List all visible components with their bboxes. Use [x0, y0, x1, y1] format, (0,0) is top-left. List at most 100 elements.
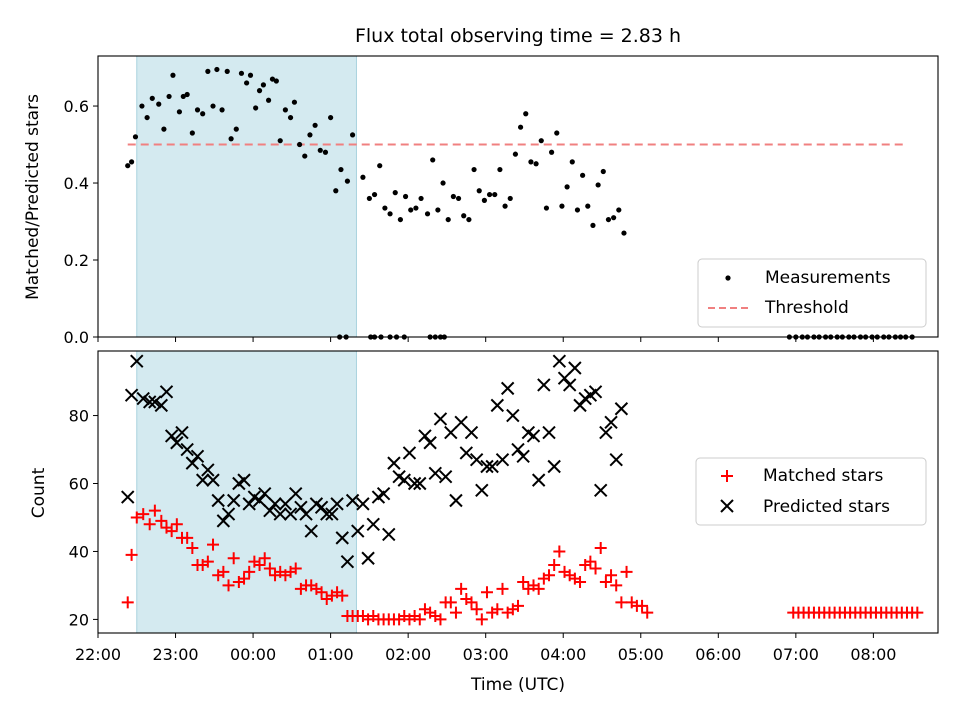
predicted-star-point: [402, 446, 417, 460]
legend-matched-label: Matched stars: [763, 466, 883, 486]
x-axis-label: Time (UTC): [470, 675, 565, 695]
predicted-star-point: [278, 497, 293, 511]
measurement-point: [466, 216, 472, 223]
matched-star-point: [449, 606, 462, 619]
top-y-tick-label: 0.0: [64, 328, 89, 347]
predicted-star-point: [588, 385, 603, 399]
measurement-point: [269, 76, 276, 82]
predicted-star-point: [573, 398, 587, 413]
measurement-point: [302, 153, 308, 159]
predicted-star-point: [485, 459, 499, 474]
x-tick-label: 23:00: [152, 645, 198, 664]
x-tick-label: 01:00: [308, 645, 354, 664]
measurement-point: [595, 182, 601, 188]
matched-star-point: [143, 518, 156, 531]
measurement-point: [139, 103, 145, 109]
predicted-star-point: [180, 442, 194, 457]
x-tick-label: 22:00: [75, 645, 121, 664]
matched-star-point: [470, 603, 483, 616]
top-legend: Measurements Threshold: [697, 258, 927, 328]
predicted-star-point: [154, 398, 169, 413]
matched-star-point: [517, 576, 530, 589]
bottom-y-tick-label: 80: [69, 407, 89, 426]
predicted-star-point: [495, 453, 510, 467]
top-panel: 0.0 0.2 0.4 0.6 Matched/Predicted stars Mea…: [23, 55, 939, 347]
predicted-star-point: [211, 493, 225, 508]
x-tick-label: 02:00: [385, 645, 431, 664]
measurement-point: [445, 216, 451, 223]
matched-star-point: [574, 576, 587, 589]
x-tick-label: 04:00: [540, 645, 586, 664]
predicted-star-point: [418, 429, 432, 443]
measurement-point: [224, 68, 230, 74]
measurement-point: [471, 166, 477, 173]
legend-measurements-marker: [725, 275, 731, 281]
predicted-star-point: [387, 456, 401, 470]
predicted-star-point: [237, 473, 251, 487]
measurement-point: [616, 207, 622, 213]
predicted-star-point: [397, 473, 411, 487]
measurement-point: [543, 205, 550, 211]
measurement-point: [129, 159, 135, 165]
matched-star-point: [181, 531, 194, 544]
measurement-point: [605, 216, 612, 223]
measurement-point: [366, 195, 372, 202]
predicted-star-point: [542, 425, 556, 440]
matched-star-point: [548, 559, 561, 572]
measurement-point: [149, 95, 155, 101]
predicted-star-point: [490, 398, 505, 413]
matched-star-point: [512, 599, 524, 612]
predicted-star-point: [594, 483, 608, 498]
predicted-star-point: [423, 436, 437, 450]
measurement-point: [476, 188, 482, 194]
predicted-star-point: [480, 459, 494, 474]
measurement-point: [611, 215, 617, 221]
predicted-star-point: [361, 551, 375, 565]
matched-star-point: [130, 511, 143, 524]
predicted-star-point: [526, 429, 541, 443]
measurement-point: [125, 163, 131, 169]
legend-matched-marker: [721, 470, 733, 482]
measurement-point: [328, 114, 334, 121]
predicted-star-point: [407, 476, 422, 491]
bottom-y-ticks: 20 40 60 80: [69, 407, 98, 629]
matched-star-point: [336, 589, 349, 602]
legend-predicted-label: Predicted stars: [763, 497, 890, 517]
predicted-star-point: [531, 473, 546, 487]
chart-title: Flux total observing time = 2.83 h: [355, 25, 681, 47]
measurement-point: [287, 114, 294, 121]
predicted-star-point: [294, 500, 308, 514]
predicted-star-point: [599, 425, 613, 440]
predicted-star-point: [164, 429, 179, 443]
measurement-point: [233, 126, 239, 132]
matched-star-point: [615, 596, 628, 609]
measurement-point: [502, 203, 508, 209]
predicted-star-point: [226, 493, 241, 508]
predicted-star-point: [449, 493, 463, 508]
predicted-star-point: [428, 466, 442, 481]
predicted-star-point: [547, 459, 561, 474]
matched-star-point: [605, 569, 618, 582]
measurement-point: [413, 205, 419, 211]
measurement-point: [554, 130, 560, 136]
predicted-star-point: [268, 497, 282, 511]
measurement-point: [161, 126, 167, 132]
measurement-point: [387, 211, 393, 217]
predicted-star-point: [190, 449, 205, 464]
measurement-point: [585, 203, 591, 209]
matched-star-point: [289, 562, 302, 575]
matched-star-point: [170, 518, 183, 531]
measurement-point: [219, 107, 225, 113]
bottom-y-tick-label: 60: [69, 475, 89, 494]
predicted-star-point: [201, 463, 215, 477]
matched-star-point: [434, 613, 447, 626]
measurement-point: [265, 97, 272, 103]
measurement-point: [297, 141, 303, 148]
matched-star-point: [641, 606, 654, 619]
top-y-axis-label: Matched/Predicted stars: [23, 94, 43, 300]
top-axes-frame: [97, 55, 939, 338]
measurement-point: [205, 68, 211, 74]
predicted-star-point: [216, 514, 231, 528]
matched-star-point: [217, 565, 230, 578]
